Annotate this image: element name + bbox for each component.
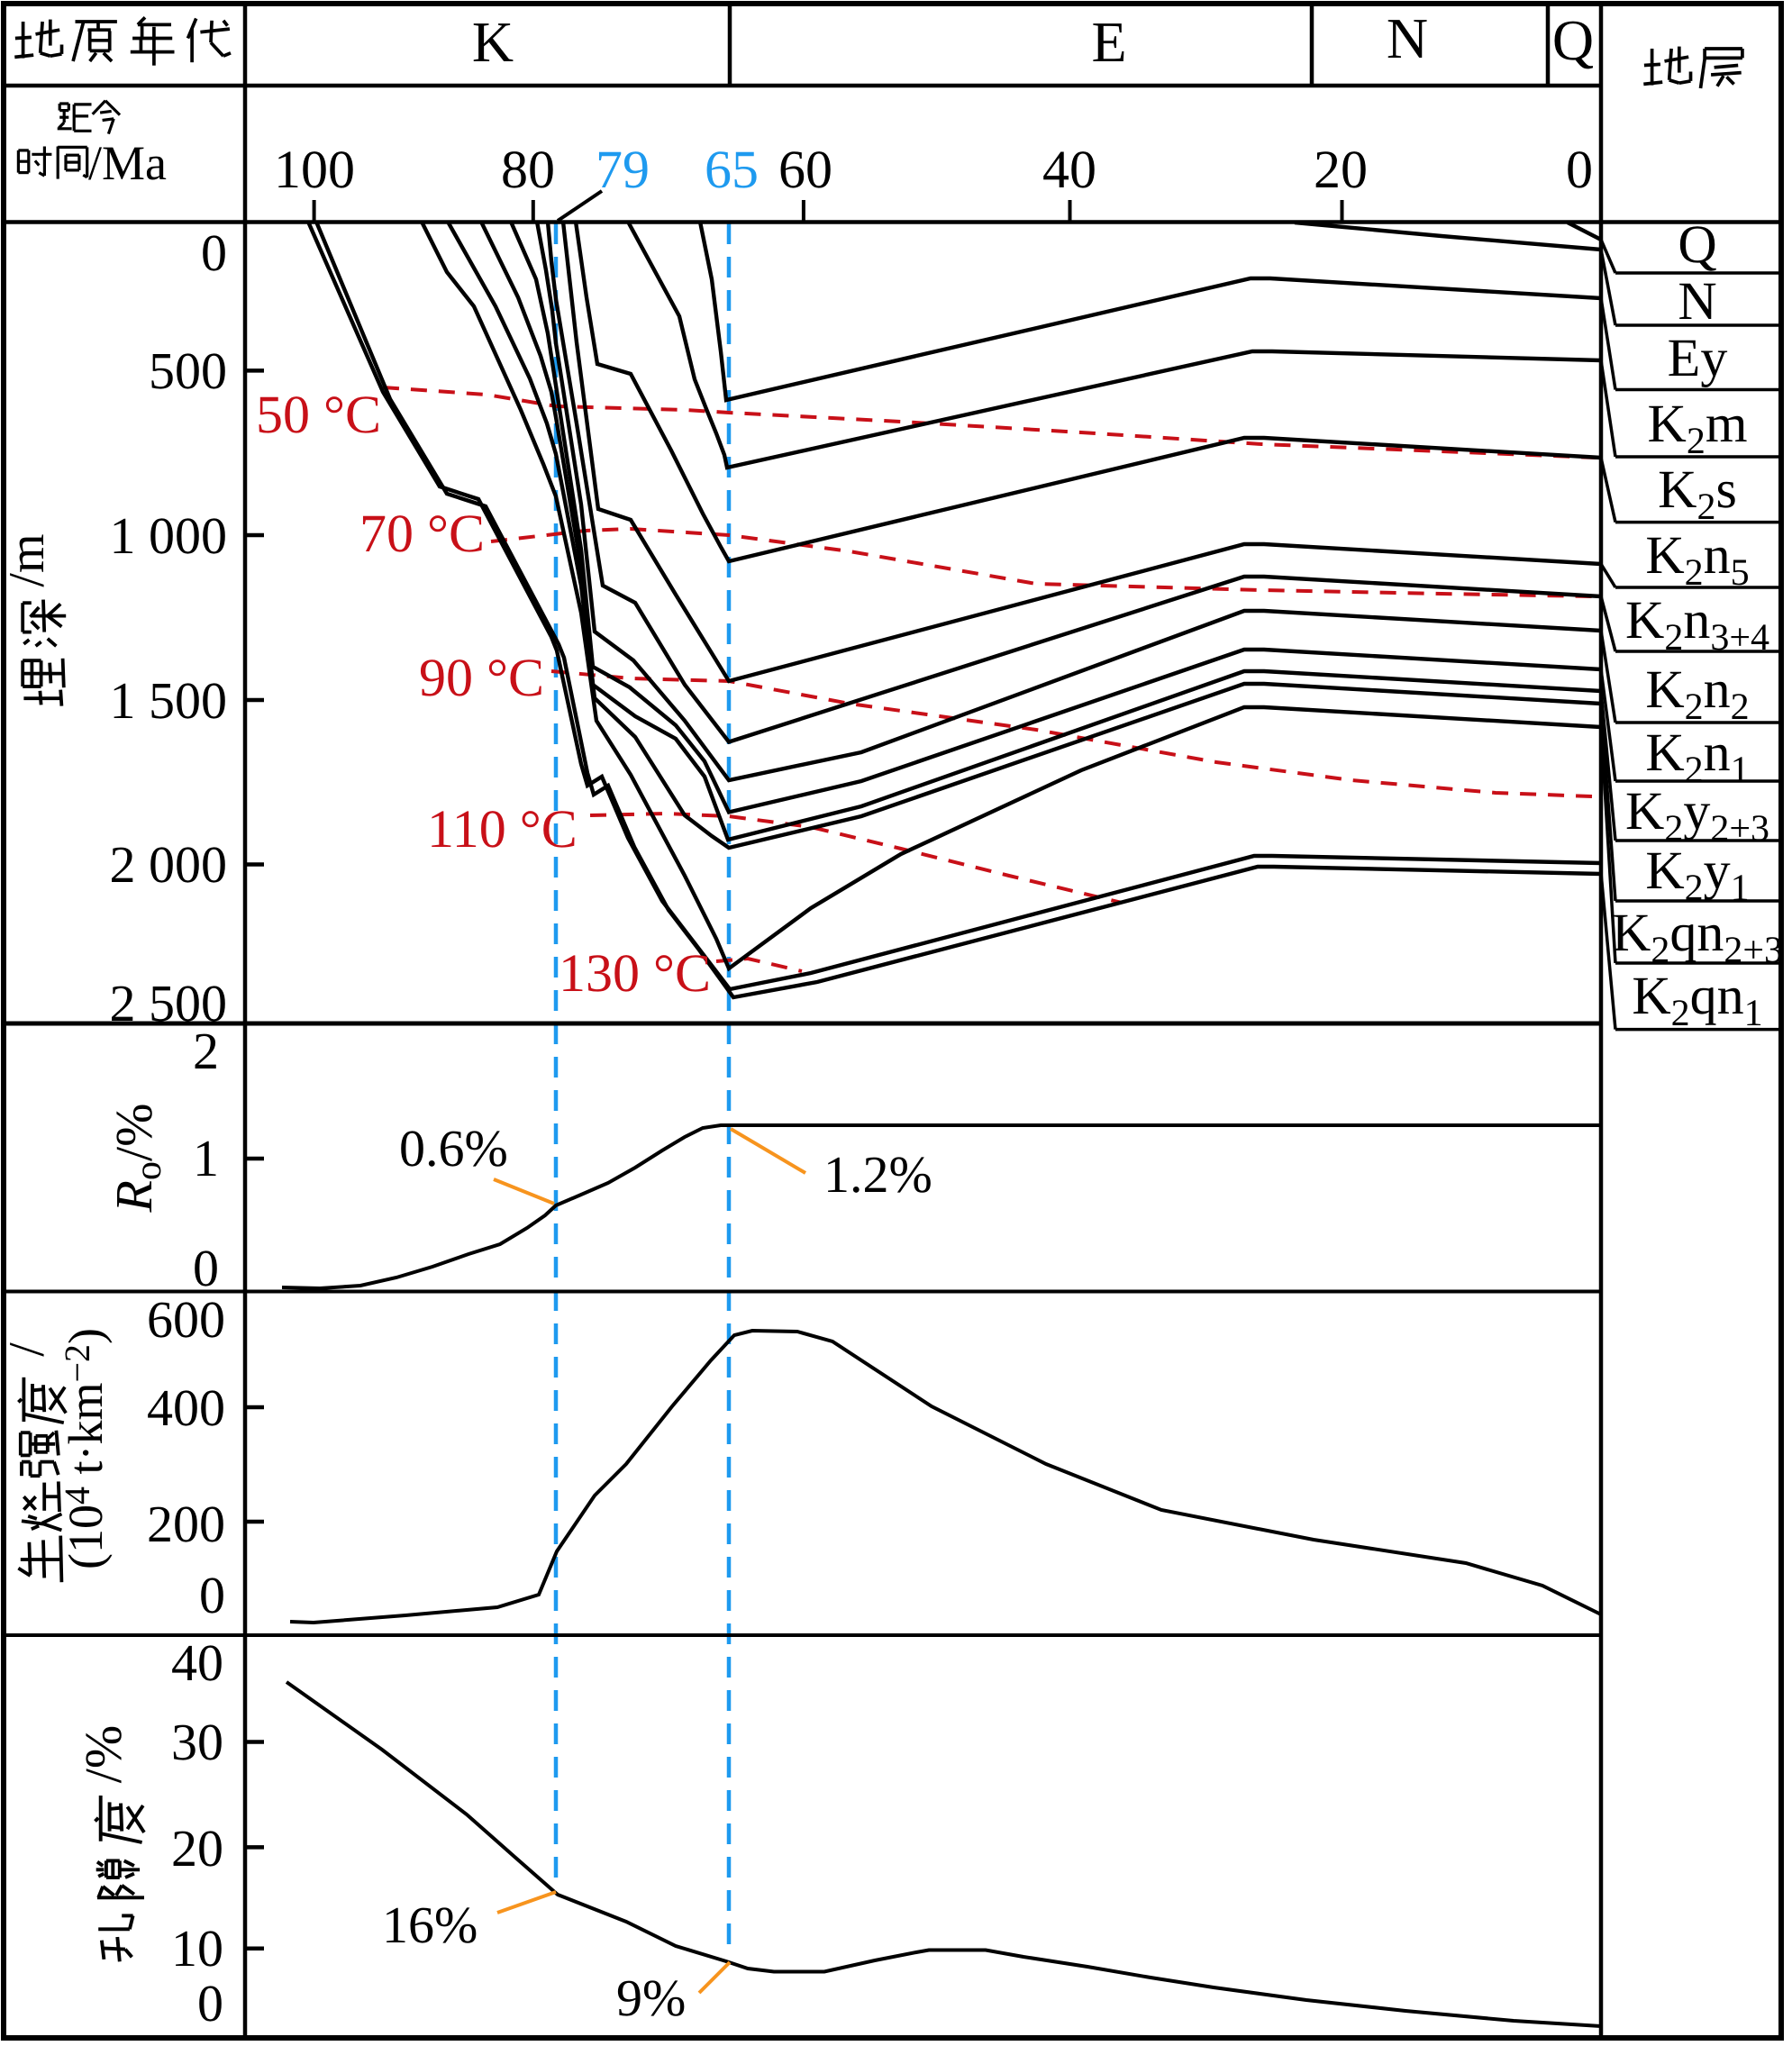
svg-text:40: 40 [1042, 140, 1096, 199]
svg-text:K2qn1: K2qn1 [1632, 966, 1762, 1034]
svg-text:K2m: K2m [1647, 394, 1747, 462]
svg-text:1 000: 1 000 [110, 506, 228, 565]
svg-text:1 500: 1 500 [110, 671, 228, 730]
svg-text:1: 1 [193, 1129, 219, 1187]
svg-text:40: 40 [171, 1633, 223, 1692]
svg-text:9%: 9% [616, 1969, 686, 2027]
svg-text:20: 20 [1314, 140, 1368, 199]
svg-text:K2n5: K2n5 [1645, 525, 1749, 594]
svg-text:70 °C: 70 °C [359, 504, 485, 563]
svg-text:400: 400 [147, 1378, 225, 1437]
svg-text:/: / [0, 1342, 55, 1357]
svg-text:2: 2 [193, 1022, 219, 1080]
svg-text:500: 500 [149, 341, 227, 400]
svg-text:80: 80 [501, 140, 555, 199]
svg-text:30: 30 [171, 1713, 223, 1771]
svg-text:200: 200 [147, 1495, 225, 1553]
svg-text:K2s: K2s [1658, 459, 1737, 528]
svg-text:600: 600 [147, 1290, 225, 1349]
svg-text:50 °C: 50 °C [256, 385, 381, 444]
svg-text:N: N [1387, 6, 1428, 70]
svg-text:/%: /% [74, 1725, 132, 1783]
svg-text:0: 0 [201, 223, 227, 282]
svg-text:K2y1: K2y1 [1645, 841, 1749, 909]
svg-text:10: 10 [171, 1919, 223, 1978]
svg-text:60: 60 [778, 140, 832, 199]
svg-text:1.2%: 1.2% [823, 1145, 932, 1204]
svg-text:20: 20 [171, 1819, 223, 1878]
svg-text:K2qn2+3: K2qn2+3 [1612, 903, 1783, 971]
svg-text:2 500: 2 500 [110, 974, 228, 1032]
svg-text:Ey: Ey [1668, 328, 1728, 387]
svg-text:110 °C: 110 °C [427, 799, 578, 859]
svg-text:100: 100 [274, 140, 355, 199]
svg-text:2 000: 2 000 [110, 835, 228, 894]
svg-text:90 °C: 90 °C [419, 648, 544, 707]
svg-text:0: 0 [197, 1974, 223, 2032]
svg-text:K2n2: K2n2 [1645, 659, 1749, 728]
svg-text:K2n3+4: K2n3+4 [1625, 590, 1769, 659]
svg-text:/m: /m [0, 533, 55, 587]
svg-text:0.6%: 0.6% [399, 1119, 508, 1178]
svg-text:K2y2+3: K2y2+3 [1625, 781, 1769, 850]
svg-text:/Ma: /Ma [88, 136, 167, 190]
svg-text:K: K [472, 10, 514, 74]
svg-text:65: 65 [705, 140, 759, 199]
svg-text:Ro/%: Ro/% [105, 1104, 169, 1214]
svg-text:Q: Q [1552, 8, 1594, 72]
svg-text:0: 0 [199, 1566, 225, 1624]
svg-text:0: 0 [1566, 140, 1593, 199]
svg-text:E: E [1091, 10, 1126, 74]
svg-text:0: 0 [193, 1239, 219, 1297]
svg-text:Q: Q [1678, 214, 1716, 274]
svg-text:79: 79 [596, 140, 650, 199]
svg-text:130 °C: 130 °C [559, 943, 711, 1003]
svg-text:K2n1: K2n1 [1645, 723, 1749, 791]
svg-text:16%: 16% [382, 1896, 478, 1954]
svg-text:N: N [1678, 271, 1716, 331]
